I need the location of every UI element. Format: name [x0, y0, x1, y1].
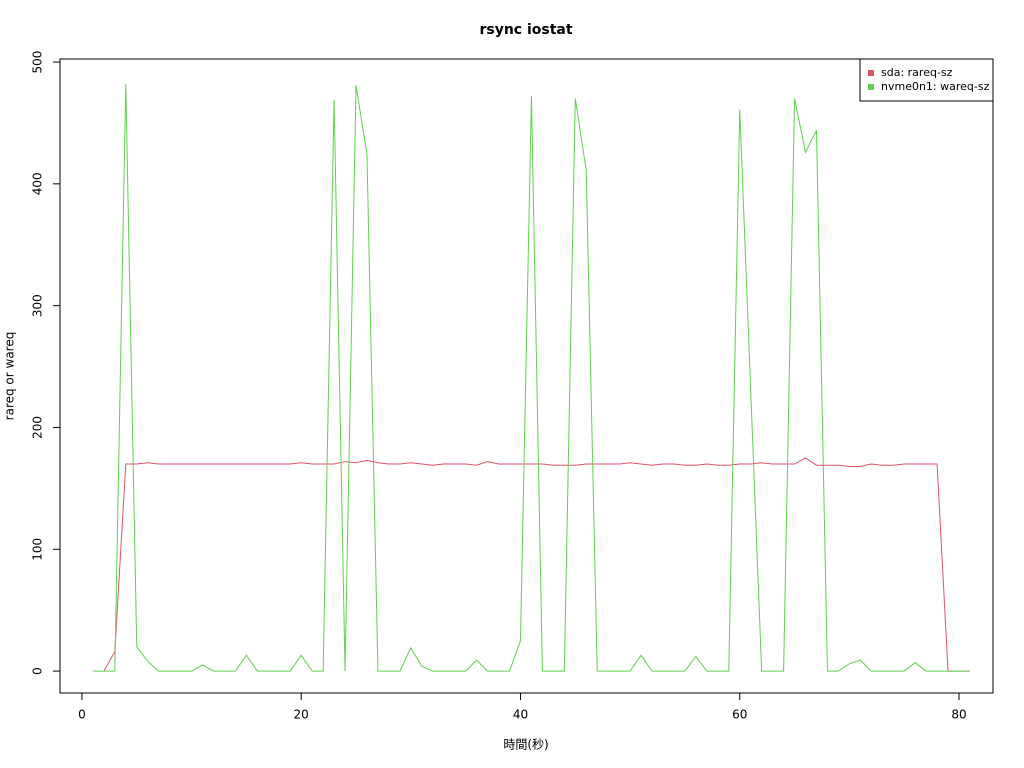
chart-title: rsync iostat [479, 22, 572, 38]
legend-box [859, 58, 994, 102]
x-tick-label: 80 [951, 708, 966, 722]
x-axis-label: 時間(秒) [503, 738, 548, 752]
x-tick-label: 0 [78, 708, 86, 722]
x-tick-label: 40 [513, 708, 528, 722]
y-tick-label: 300 [31, 294, 45, 317]
legend-label: nvme0n1: wareq-sz [881, 80, 990, 93]
legend-swatch [868, 84, 874, 90]
y-tick-label: 500 [30, 51, 44, 74]
series-line [103, 457, 970, 672]
y-tick-label: 100 [31, 538, 45, 561]
legend-label: sda: rareq-sz [881, 66, 953, 79]
y-tick-label: 0 [31, 667, 45, 675]
y-tick-label: 400 [31, 172, 45, 195]
plot-frame [59, 58, 994, 694]
x-tick-label: 20 [294, 708, 309, 722]
y-tick-label: 200 [31, 416, 45, 439]
y-axis-label: rareq or wareq [3, 332, 17, 421]
x-tick-label: 60 [732, 708, 747, 722]
legend-swatch [868, 70, 874, 76]
series-line [92, 83, 970, 672]
